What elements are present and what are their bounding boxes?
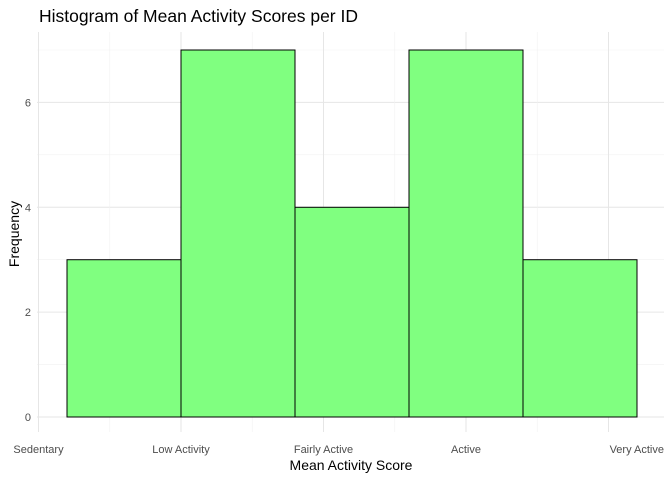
histogram-bars [66,49,638,418]
y-tick-label: 6 [25,97,31,109]
x-axis-ticks: Sedentary Low Activity Fairly Active Active… [13,444,664,456]
histogram-bar [408,49,524,418]
x-tick-label: Sedentary [13,444,64,456]
x-axis-title: Mean Activity Score [290,457,413,473]
chart-title: Histogram of Mean Activity Scores per ID [39,6,358,26]
y-axis-title: Frequency [6,201,22,267]
histogram-bar [66,259,182,418]
y-axis-ticks: 0 2 4 6 [25,97,31,424]
x-tick-label: Fairly Active [294,444,353,456]
x-tick-label: Very Active [610,444,664,456]
y-tick-label: 4 [25,202,31,214]
histogram-bar [294,206,410,418]
y-tick-label: 2 [25,307,31,319]
histogram-bar [180,49,296,418]
x-tick-label: Active [451,444,481,456]
y-tick-label: 0 [25,412,31,424]
histogram-bar [522,259,638,418]
x-tick-label: Low Activity [152,444,210,456]
